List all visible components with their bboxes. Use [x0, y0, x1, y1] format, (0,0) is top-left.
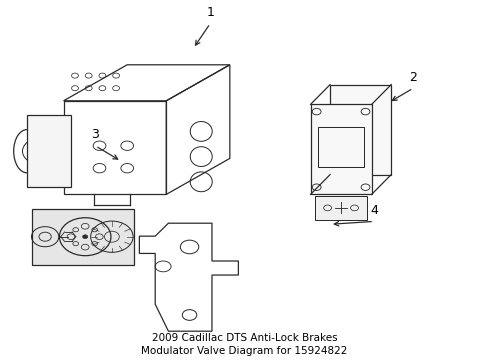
- Text: 3: 3: [91, 129, 99, 141]
- Bar: [317, 127, 364, 167]
- Bar: [32, 209, 134, 265]
- Text: 1: 1: [206, 6, 214, 19]
- Polygon shape: [27, 115, 71, 187]
- Polygon shape: [310, 104, 371, 194]
- Circle shape: [82, 235, 87, 239]
- Text: 2: 2: [408, 71, 416, 84]
- Polygon shape: [329, 85, 390, 175]
- Text: 2009 Cadillac DTS Anti-Lock Brakes
Modulator Valve Diagram for 15924822: 2009 Cadillac DTS Anti-Lock Brakes Modul…: [141, 333, 347, 356]
- Text: 4: 4: [369, 204, 377, 217]
- Bar: [315, 196, 366, 220]
